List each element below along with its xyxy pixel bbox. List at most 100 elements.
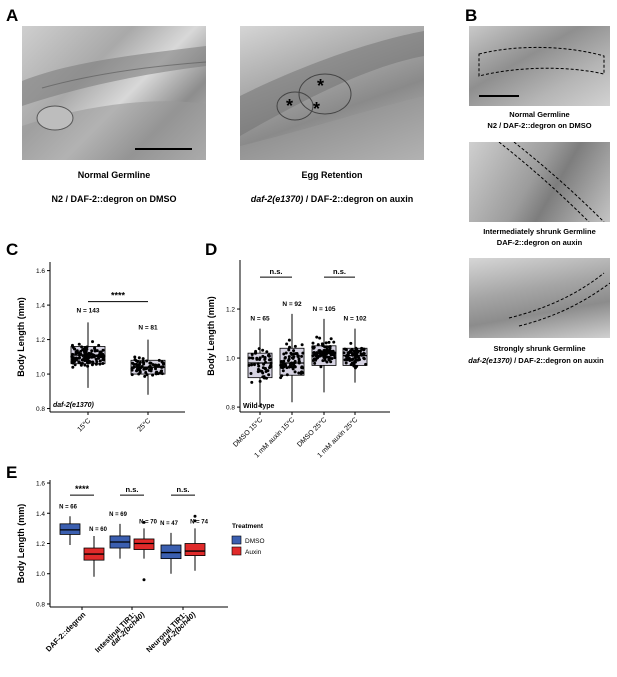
c-box-0-point xyxy=(84,356,88,360)
c-box-0-point xyxy=(93,347,97,351)
d-box-0-point xyxy=(268,358,272,362)
d-box-0-point xyxy=(256,367,260,371)
d-box-0-point xyxy=(249,372,253,376)
d-box-0-point xyxy=(250,363,254,367)
c-box-0-point xyxy=(73,363,77,367)
d-box-1-point xyxy=(288,345,292,349)
d-box-3-point xyxy=(344,361,348,365)
d-box-2-point xyxy=(323,358,327,362)
c-box-1-point xyxy=(158,371,162,375)
d-box-2-point xyxy=(333,356,337,360)
d-box-1-point xyxy=(287,357,291,361)
d-box-1-point xyxy=(300,370,304,374)
y-axis-title: Body Length (mm) xyxy=(16,297,26,377)
e-legend-swatch-dmso xyxy=(231,535,242,545)
d-box-2-point xyxy=(312,350,316,354)
c-x-tick-label: 25°C xyxy=(136,417,153,434)
panel-a-right-genotype: daf-2(e1370) xyxy=(250,194,304,204)
d-box-0-point xyxy=(257,364,261,368)
micrograph-b-intermediate xyxy=(469,142,610,222)
micrograph-b-normal xyxy=(469,26,610,106)
d-box-2-point xyxy=(312,345,316,349)
d-box-1-point xyxy=(292,352,296,356)
y-tick-label: 1.2 xyxy=(36,541,45,548)
c-box-1-point xyxy=(149,369,153,373)
c-box-1-point xyxy=(157,363,161,367)
d-box-2-point xyxy=(330,356,334,360)
c-box-0-point xyxy=(96,354,100,358)
d-box-3-point xyxy=(350,358,354,362)
c-n-label: N = 81 xyxy=(138,325,158,332)
d-box-0-point xyxy=(252,363,256,367)
d-box-1-point xyxy=(297,371,301,375)
panel-a-left-subtitle: N2 / DAF-2::degron on DMSO xyxy=(51,194,177,204)
d-sig-15-label: n.s. xyxy=(270,267,283,276)
e-box-dmso-2-box xyxy=(160,544,182,560)
d-box-0-point xyxy=(258,358,262,362)
c-box-0-point xyxy=(79,363,83,367)
d-box-2-point xyxy=(331,351,335,355)
d-box-0-point xyxy=(247,363,251,367)
c-box-0-point xyxy=(86,364,90,368)
d-box-3-point xyxy=(358,349,362,353)
c-box-1-point xyxy=(136,360,140,364)
e-legend-title: Treatment xyxy=(232,523,264,530)
c-box-0-point xyxy=(94,357,98,361)
d-box-0-point xyxy=(262,375,266,379)
y-tick-label: 1.6 xyxy=(36,268,45,275)
d-box-3-point xyxy=(352,362,356,366)
c-box-0-point xyxy=(90,349,94,353)
c-sig-label: **** xyxy=(111,291,126,301)
e-x-tick-label: Intestinal TIR1; xyxy=(93,610,137,654)
c-box-0-point xyxy=(78,361,82,365)
egg-marker-3: * xyxy=(313,99,321,119)
d-box-2-point xyxy=(319,365,323,369)
d-box-2-point xyxy=(322,349,326,353)
d-box-0-point xyxy=(254,351,258,355)
c-box-0-point xyxy=(92,355,96,359)
y-tick-label: 1.4 xyxy=(36,303,45,310)
d-n-label: N = 65 xyxy=(250,316,270,323)
c-box-1-point xyxy=(130,368,134,372)
d-box-0-point xyxy=(251,356,255,360)
d-box-0-point xyxy=(255,357,259,361)
e-x-tick-label: Neuronal TIR1; xyxy=(144,610,188,654)
panel-a-right-subtitle-rest: / DAF-2::degron on auxin xyxy=(303,194,414,204)
y-tick-label: 0.8 xyxy=(36,601,45,608)
c-box-0-point xyxy=(95,360,99,364)
c-box-1-point xyxy=(138,363,142,367)
c-box-0-point xyxy=(77,342,81,346)
d-box-3-point xyxy=(347,351,351,355)
d-box-2-point xyxy=(328,349,332,353)
c-box-0-point xyxy=(101,356,105,360)
d-box-3-point xyxy=(354,352,358,356)
d-box-0-point xyxy=(265,350,269,354)
d-box-0-point xyxy=(269,365,273,369)
d-box-1-point xyxy=(292,349,296,353)
c-box-1-point xyxy=(145,373,149,377)
d-box-0-point xyxy=(267,354,271,358)
panel-b-3-line2-rest: / DAF-2::degron on auxin xyxy=(512,356,604,365)
c-box-1-point xyxy=(131,366,135,370)
c-box-0-point xyxy=(79,352,83,356)
c-box-1-point xyxy=(154,363,158,367)
d-box-0-point xyxy=(250,353,254,357)
d-box-0-point xyxy=(264,376,268,380)
c-box-1-point xyxy=(142,361,146,365)
d-box-0-point xyxy=(269,361,273,365)
d-box-2-point xyxy=(311,341,315,345)
d-box-0-point xyxy=(258,379,262,383)
e-box-auxin-1-outlier xyxy=(142,520,146,524)
egg-marker-2: * xyxy=(286,96,294,116)
c-box-0-point xyxy=(83,363,87,367)
d-n-label: N = 102 xyxy=(344,316,367,323)
d-box-3-point xyxy=(342,351,346,355)
c-box-0-point xyxy=(94,362,98,366)
d-box-2-point xyxy=(325,347,329,351)
d-box-1-point xyxy=(289,363,293,367)
c-box-1-point xyxy=(137,356,141,360)
c-box-0-point xyxy=(99,350,103,354)
y-tick-label: 0.8 xyxy=(36,406,45,413)
d-box-2-point xyxy=(325,360,329,364)
panel-b-1-line1: Normal Germline xyxy=(509,110,570,119)
